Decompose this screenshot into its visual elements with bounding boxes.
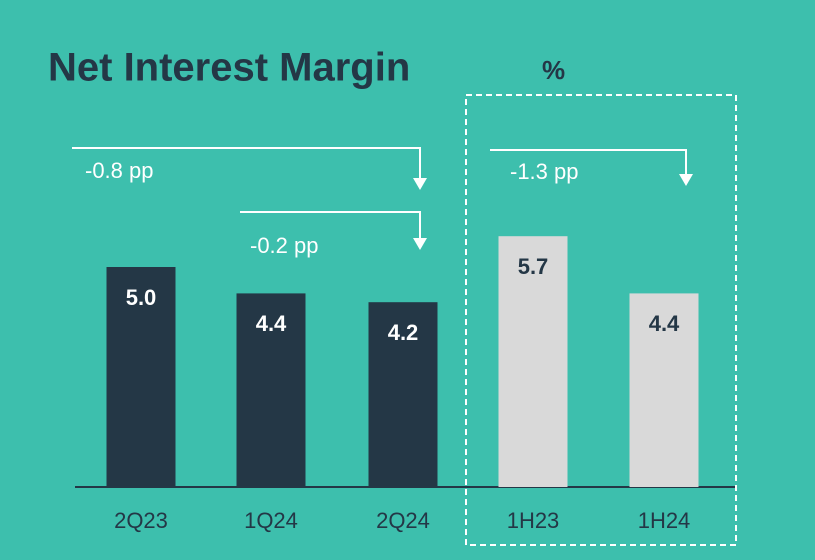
x-tick-label: 1H23 bbox=[507, 508, 560, 533]
value-label: 5.0 bbox=[126, 285, 157, 310]
value-label: 4.4 bbox=[649, 311, 680, 336]
arrowhead bbox=[413, 238, 427, 250]
bracket bbox=[240, 211, 421, 240]
bar bbox=[498, 236, 568, 487]
bar bbox=[236, 293, 306, 487]
x-tick-label: 2Q24 bbox=[376, 508, 430, 533]
brackets bbox=[72, 147, 687, 240]
arrowheads bbox=[413, 174, 693, 250]
bracket bbox=[490, 149, 687, 176]
value-label: 4.4 bbox=[256, 311, 287, 336]
bar bbox=[629, 293, 699, 487]
chart-title: Net Interest Margin bbox=[48, 46, 410, 90]
bar bbox=[106, 267, 176, 487]
bracket bbox=[72, 147, 421, 180]
x-tick-label: 2Q23 bbox=[114, 508, 168, 533]
arrowhead bbox=[413, 178, 427, 190]
arrowhead bbox=[679, 174, 693, 186]
value-label: 4.2 bbox=[388, 320, 419, 345]
annotation: -0.8 pp bbox=[85, 158, 154, 183]
bar bbox=[368, 302, 438, 487]
annotation: -1.3 pp bbox=[510, 159, 579, 184]
annotation: -0.2 pp bbox=[250, 233, 319, 258]
unit: % bbox=[542, 55, 565, 85]
value-label: 5.7 bbox=[518, 254, 549, 279]
x-tick-label: 1H24 bbox=[638, 508, 691, 533]
x-tick-label: 1Q24 bbox=[244, 508, 298, 533]
highlight-box bbox=[465, 94, 737, 546]
